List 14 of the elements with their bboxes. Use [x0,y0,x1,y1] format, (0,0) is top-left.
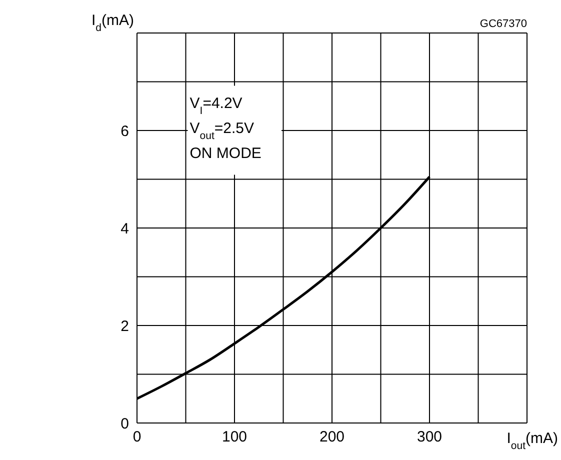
y-tick-label: 6 [120,122,129,140]
y-tick-label: 0 [120,415,129,432]
y-axis-title: I$_{d}$(mA) [91,12,134,34]
annotation: ON MODE [190,144,262,162]
x-tick-label: 300 [416,428,442,446]
x-tick-label: 200 [319,428,345,446]
y-tick-label: 4 [120,220,129,238]
x-tick-label: 100 [222,428,248,446]
text: GC67370 [480,18,527,30]
y-tick-label: 2 [120,318,129,335]
annotation: V$_{I}$=4.2V [190,94,242,117]
x-axis-title: I$_{out}$(mA) [506,430,558,452]
x-tick-label: 0 [132,428,142,446]
annotation: V$_{out}$=2.5V [190,120,254,142]
